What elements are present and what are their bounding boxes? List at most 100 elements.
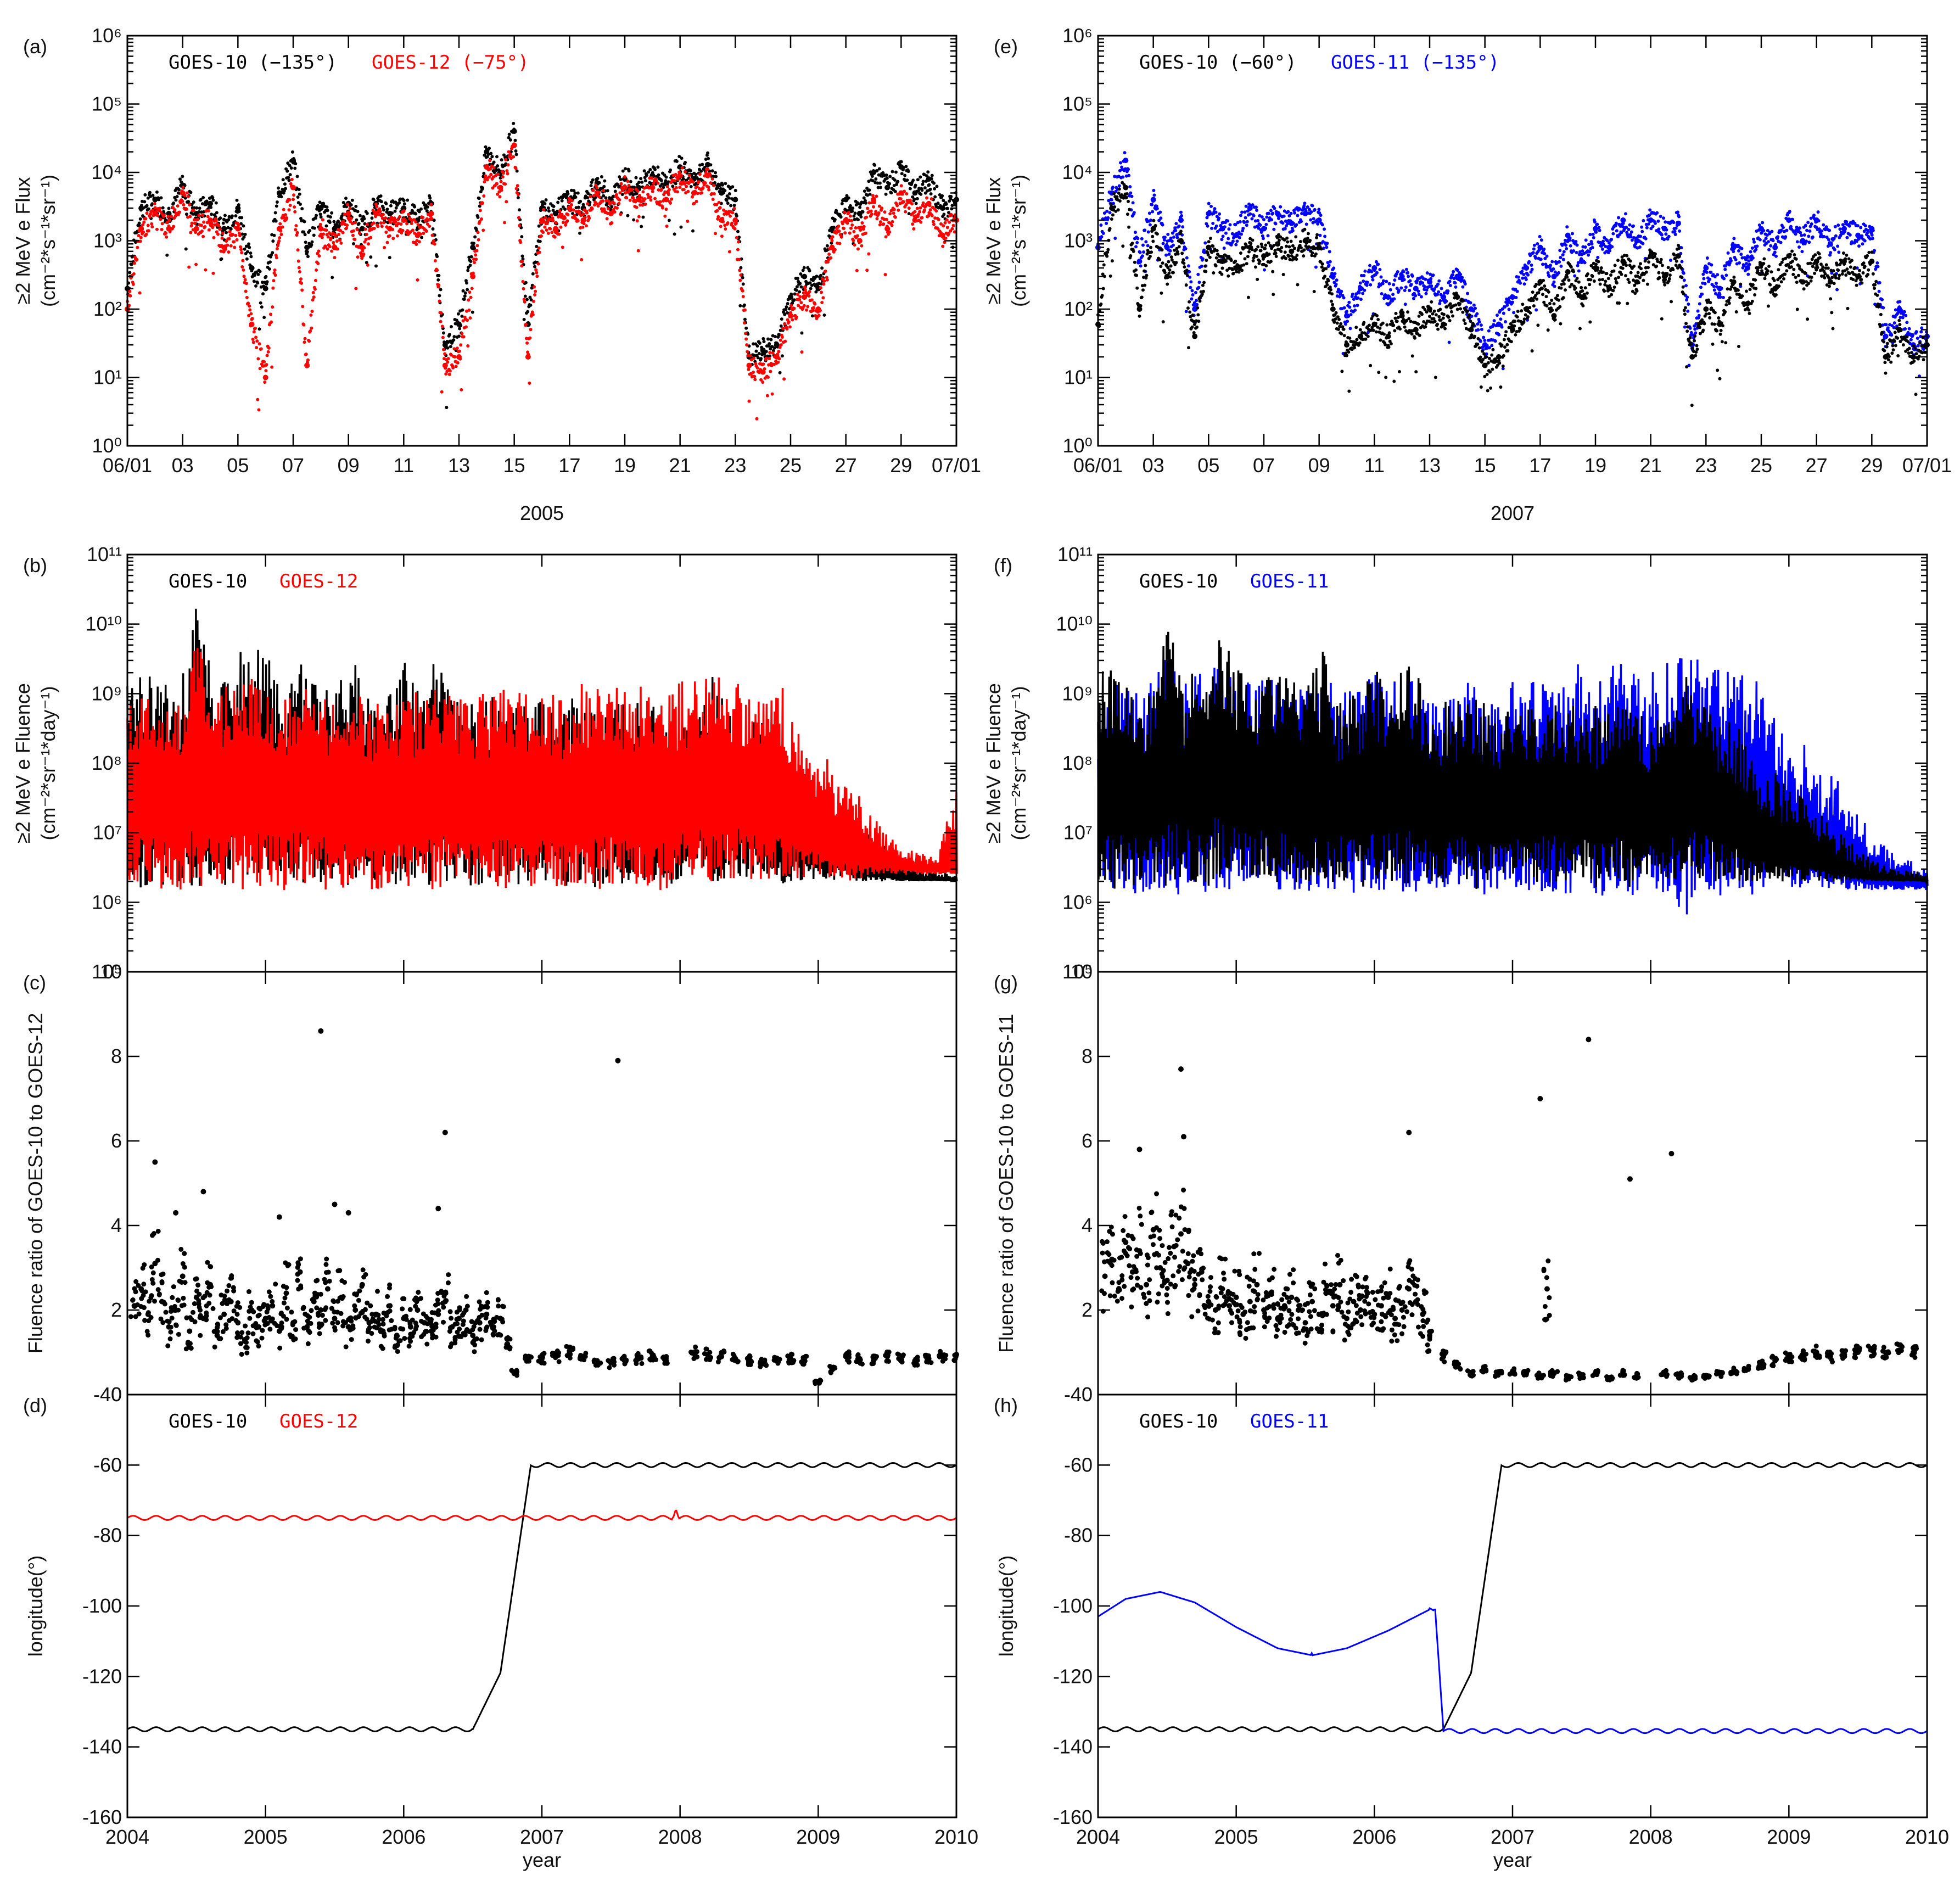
data-point: [178, 177, 182, 181]
data-point: [737, 258, 741, 261]
data-point: [332, 220, 336, 223]
data-point: [1565, 225, 1569, 229]
data-point: [1163, 271, 1167, 275]
data-point: [1105, 254, 1109, 258]
data-point: [300, 288, 304, 292]
data-point: [1532, 243, 1536, 247]
data-point: [1314, 236, 1318, 239]
data-point: [192, 218, 196, 222]
data-point: [714, 171, 718, 175]
data-point: [1351, 292, 1354, 296]
data-point: [1171, 271, 1175, 275]
data-point: [827, 252, 831, 256]
data-point: [461, 308, 464, 312]
data-point: [499, 180, 503, 183]
data-point: [1241, 226, 1245, 230]
data-point: [1115, 195, 1119, 199]
data-point: [190, 221, 194, 225]
data-point: [645, 174, 648, 177]
data-point: [675, 190, 679, 194]
data-point: [673, 179, 676, 183]
data-point: [1150, 250, 1153, 254]
data-point: [546, 231, 550, 235]
data-point: [624, 167, 628, 171]
data-point: [473, 261, 477, 265]
data-point: [1387, 282, 1391, 286]
data-point: [441, 335, 445, 339]
data-point: [1264, 243, 1268, 247]
data-point: [525, 341, 529, 345]
data-point: [928, 208, 932, 212]
data-point: [456, 312, 460, 316]
data-point: [1289, 211, 1293, 215]
data-point: [618, 175, 621, 179]
data-point: [428, 224, 432, 228]
data-point: [192, 206, 196, 210]
data-point: [1187, 264, 1191, 268]
data-point: [1293, 211, 1297, 215]
data-point: [270, 365, 274, 369]
data-point: [138, 291, 142, 295]
data-point: [924, 179, 928, 183]
data-point: [136, 245, 139, 249]
data-point: [520, 260, 524, 264]
data-point: [1593, 220, 1597, 224]
data-point: [1583, 245, 1587, 249]
data-point: [604, 196, 608, 200]
data-point: [1452, 270, 1455, 273]
data-point: [1214, 256, 1218, 260]
data-point: [741, 289, 744, 293]
data-point: [1291, 221, 1295, 225]
data-point: [184, 207, 188, 211]
data-point: [1247, 250, 1251, 254]
data-point: [1705, 256, 1709, 260]
legend-entry: GOES-10 (−135°): [169, 52, 337, 74]
data-point: [306, 358, 310, 362]
data-point: [414, 220, 418, 224]
data-point: [406, 198, 410, 202]
data-point: [637, 181, 641, 184]
data-point: [1664, 220, 1667, 224]
data-point: [317, 254, 321, 258]
data-point: [193, 221, 197, 225]
data-point: [1892, 321, 1896, 325]
data-point: [285, 216, 289, 220]
data-point: [370, 216, 374, 220]
data-point: [865, 268, 869, 272]
data-point: [318, 226, 324, 232]
data-point: [605, 217, 609, 221]
data-point: [1472, 303, 1476, 307]
data-point: [922, 208, 926, 212]
data-point: [481, 202, 485, 205]
data-point: [1138, 314, 1141, 318]
data-point: [1151, 234, 1155, 238]
data-point: [884, 235, 888, 239]
data-point: [945, 226, 949, 230]
data-point: [1227, 237, 1230, 240]
data-point: [293, 166, 297, 170]
data-point: [184, 247, 188, 251]
data-point: [1701, 272, 1705, 276]
data-point: [304, 352, 308, 356]
data-point: [1219, 223, 1223, 227]
data-point: [1169, 264, 1173, 268]
data-point: [1124, 159, 1128, 163]
data-point: [1155, 206, 1159, 210]
data-point: [197, 214, 201, 217]
data-point: [332, 244, 336, 248]
data-point: [1323, 234, 1327, 238]
data-point: [839, 235, 843, 239]
data-point: [372, 226, 376, 230]
data-point: [1453, 281, 1457, 285]
data-point: [830, 239, 834, 243]
data-point: [858, 240, 861, 244]
data-point: [489, 152, 493, 155]
data-point: [1240, 232, 1244, 236]
data-point: [1214, 210, 1218, 214]
data-point: [1721, 295, 1725, 299]
data-point: [200, 214, 204, 217]
data-point: [456, 361, 460, 365]
data-point: [128, 289, 132, 293]
data-point: [271, 286, 275, 290]
data-point: [825, 244, 829, 248]
